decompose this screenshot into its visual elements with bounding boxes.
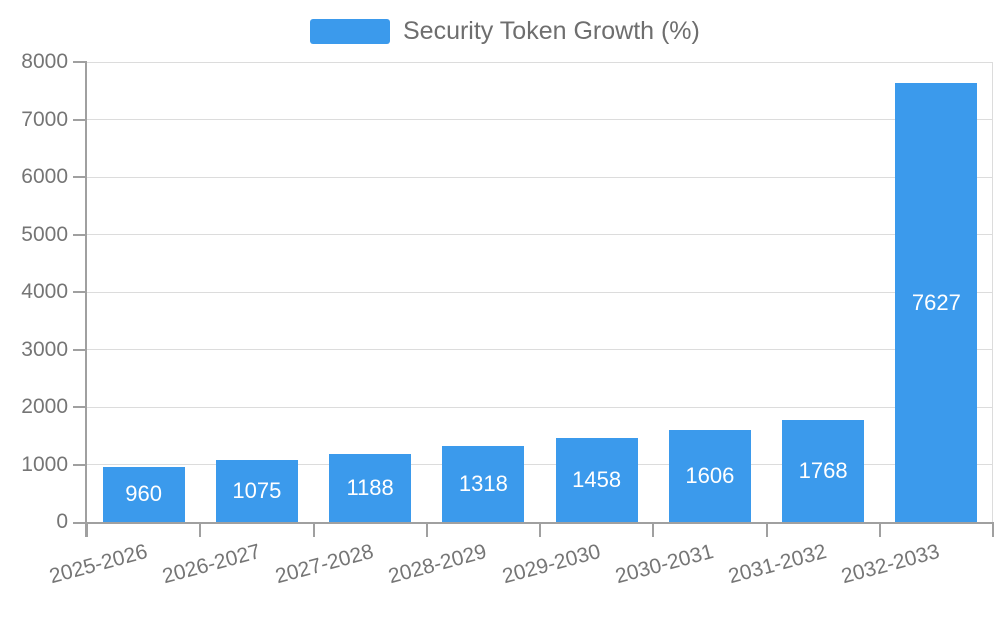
x-axis-tick — [878, 522, 881, 537]
bar-value-label: 1768 — [798, 458, 848, 484]
bar — [442, 446, 525, 522]
bar — [215, 460, 298, 522]
y-axis-line — [85, 62, 87, 537]
bar-value-label: 1318 — [458, 471, 508, 497]
y-axis-label: 7000 — [21, 107, 68, 131]
y-axis-tick — [73, 233, 87, 236]
legend-swatch-icon — [310, 19, 390, 44]
y-axis-label: 6000 — [21, 165, 68, 188]
gridline — [87, 349, 993, 350]
y-axis-tick — [73, 406, 87, 408]
bar-value-label: 960 — [125, 481, 162, 507]
gridline — [87, 406, 993, 408]
y-axis-tick — [73, 291, 87, 293]
gridline — [87, 234, 993, 235]
x-axis-tick — [652, 522, 655, 537]
legend-label: Security Token Growth (%) — [403, 17, 700, 45]
y-axis-label: 2000 — [21, 395, 68, 418]
y-axis-tick — [73, 176, 87, 178]
y-axis-tick — [73, 348, 87, 351]
x-axis-tick — [425, 522, 428, 537]
y-axis-label: 5000 — [21, 222, 68, 246]
gridline — [87, 176, 993, 178]
y-axis-label: 1000 — [21, 452, 68, 476]
x-axis-line — [73, 522, 993, 524]
bar-value-label: 7627 — [911, 289, 961, 315]
y-axis-tick — [73, 61, 87, 63]
x-axis-tick — [992, 522, 994, 537]
bar — [782, 420, 865, 522]
x-axis-tick — [765, 522, 768, 537]
bar — [555, 438, 638, 522]
bar — [895, 83, 978, 522]
x-axis-tick — [199, 522, 202, 537]
legend[interactable]: Security Token Growth (%) — [310, 17, 700, 46]
gridline — [87, 61, 993, 63]
y-axis-label: 3000 — [21, 337, 68, 361]
x-axis-tick — [539, 522, 541, 537]
bar-value-label: 1458 — [572, 467, 622, 493]
x-axis-tick — [312, 522, 315, 537]
plot-border-right — [992, 62, 993, 522]
gridline — [87, 291, 993, 293]
y-axis-label: 8000 — [21, 50, 68, 73]
x-axis-tick — [86, 522, 88, 537]
y-axis-tick — [73, 118, 87, 121]
y-axis-label: 4000 — [21, 280, 68, 303]
y-axis-tick — [73, 463, 87, 466]
y-axis-label: 0 — [56, 510, 68, 533]
bar-chart: Security Token Growth (%) 960 1075 1188 131… — [21, 17, 994, 589]
bar — [102, 466, 185, 522]
bar-value-label: 1606 — [685, 462, 735, 488]
gridline — [87, 464, 993, 465]
bar — [668, 429, 751, 522]
bar-value-label: 1075 — [232, 478, 282, 504]
bar-value-label: 1188 — [346, 474, 394, 500]
bar — [329, 453, 412, 522]
gridline — [87, 119, 993, 120]
